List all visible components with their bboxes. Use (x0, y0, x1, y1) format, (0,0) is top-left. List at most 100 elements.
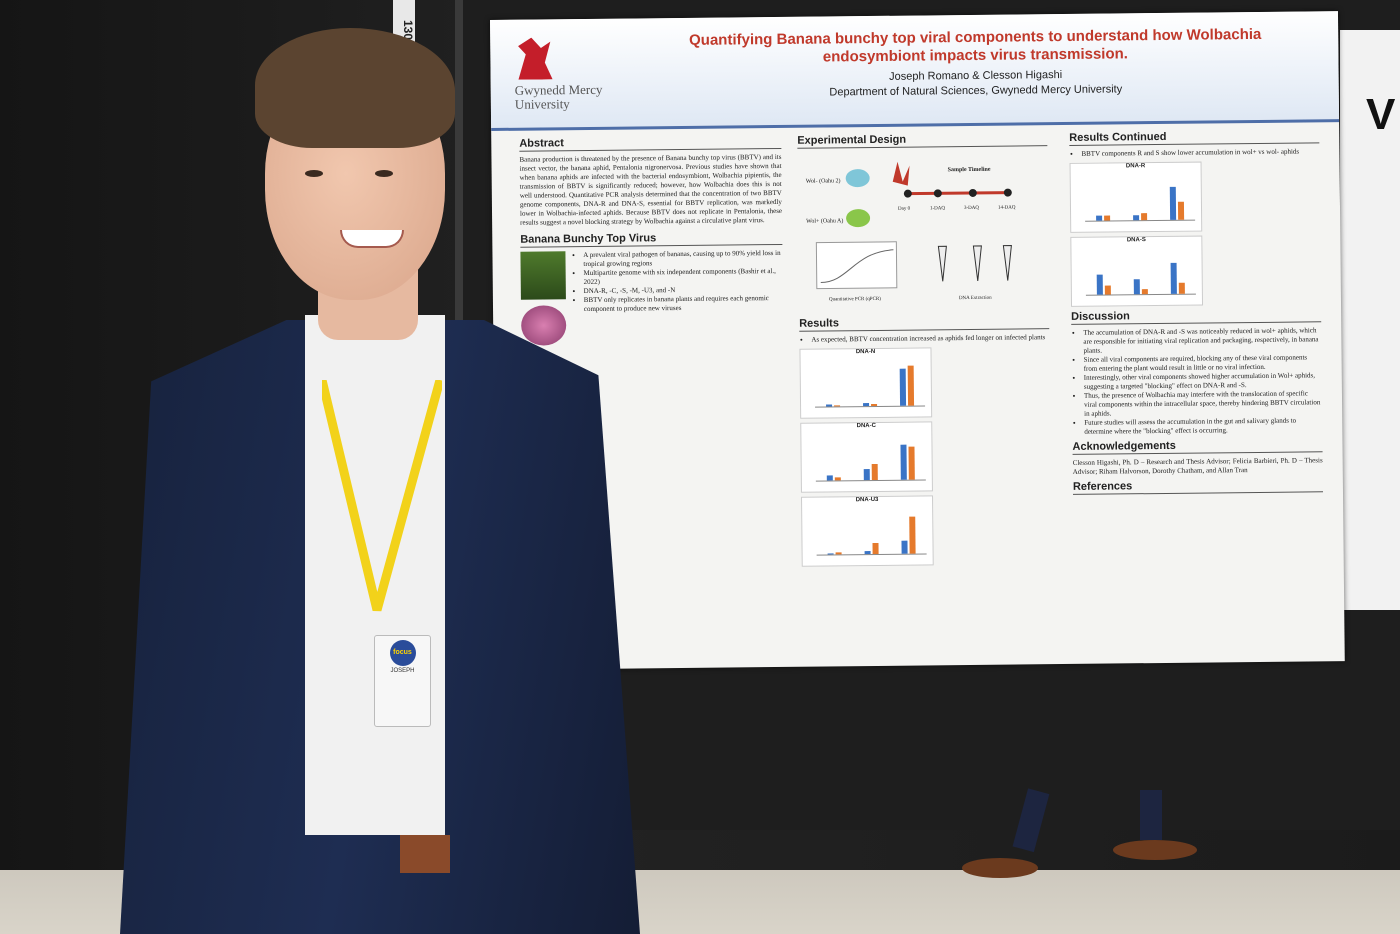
wol-minus-bar (863, 469, 870, 481)
timeline-dot (968, 188, 977, 197)
results-continued-bullet: BBTV components R and S show lower accum… (1081, 147, 1319, 158)
abstract-text: Banana production is threatened by the p… (519, 152, 783, 227)
results-charts: DNA-N DNA-C DNA-U3 (799, 346, 1051, 567)
wol-minus-bar (827, 474, 834, 481)
right-column: Results Continued BBTV components R and … (1069, 129, 1323, 499)
research-poster: Gwynedd Mercy University Quantifying Ban… (490, 11, 1345, 670)
wol-minus-bar (826, 404, 833, 407)
poster-title: Quantifying Banana bunchy top viral comp… (688, 25, 1262, 66)
wol-minus-bar (901, 540, 908, 554)
bar-group (900, 444, 915, 480)
qpcr-label: Quantitative PCR (qPCR) (829, 297, 881, 303)
sample-timeline-label: Sample Timeline (948, 167, 991, 173)
shoe-icon (962, 858, 1038, 878)
bar-chart-dna-s: DNA-S (1070, 235, 1204, 307)
results-continued-charts: DNA-R DNA-S (1069, 160, 1321, 307)
bar-group (826, 404, 841, 407)
university-logo: Gwynedd Mercy University (514, 37, 615, 118)
chart-title: DNA-U3 (855, 496, 879, 504)
day-0-label: Day 0 (898, 207, 911, 212)
extraction-label: DNA Extraction (959, 296, 992, 301)
bar-group (901, 517, 916, 554)
focus-logo-icon: focus (389, 640, 416, 666)
chart-title: DNA-C (856, 422, 876, 430)
wol-plus-bar (871, 404, 878, 407)
right-eye (375, 170, 393, 177)
bar-chart-dna-u3: DNA-U3 (801, 495, 934, 567)
middle-column: Experimental Design Wol- (Oahu 2) Wol+ (… (797, 132, 1052, 571)
bar-chart-dna-c: DNA-C (800, 421, 933, 493)
discussion-bullets: The accumulation of DNA-R and -S was not… (1083, 326, 1322, 436)
left-column: Abstract Banana production is threatened… (519, 134, 783, 346)
references-heading: References (1072, 478, 1323, 495)
wol-plus-bar (1141, 212, 1148, 221)
aphid-wol-plus-icon (846, 209, 871, 228)
bar-chart-dna-n: DNA-N (799, 347, 933, 419)
discussion-bullet: The accumulation of DNA-R and -S was not… (1083, 326, 1321, 355)
smile (340, 230, 404, 248)
leg (1012, 788, 1050, 853)
day-3-label: 3-DAQ (964, 206, 979, 211)
experimental-design-heading: Experimental Design (797, 132, 1048, 149)
chart-bars (816, 509, 927, 556)
chart-bars (814, 361, 926, 408)
wol-minus-bar (1096, 216, 1103, 221)
chart-title: DNA-R (1125, 163, 1146, 170)
aphid-wol-minus-icon (845, 169, 870, 188)
wol-plus-bar (908, 446, 915, 480)
wol-plus-bar (871, 463, 878, 481)
bar-group (1096, 215, 1111, 221)
wol-plus-bar (1177, 201, 1184, 220)
abstract-heading: Abstract (519, 134, 782, 152)
bar-group (827, 474, 842, 481)
bbtv-bullet: A prevalent viral pathogen of bananas, c… (583, 249, 782, 269)
hair (255, 28, 455, 148)
wol-plus-bar (908, 517, 916, 554)
wol-minus-bar (899, 369, 906, 406)
wol-plus-bar (1178, 282, 1185, 294)
discussion-bullet: Thus, the presence of Wolbachia may inte… (1084, 389, 1322, 418)
wol-minus-bar (1133, 279, 1140, 295)
side-poster-letter: V (1366, 90, 1396, 139)
lanyard-strap (322, 380, 442, 612)
qpcr-curve (820, 249, 894, 284)
bar-group (1170, 262, 1185, 294)
left-eye (305, 170, 323, 177)
tube-icon (937, 245, 947, 282)
poster-authors: Joseph Romano & Clesson Higashi Departme… (829, 69, 1123, 99)
bar-group (1133, 279, 1148, 295)
virus-particle-image (520, 305, 567, 346)
wol-plus-bar (835, 477, 842, 481)
bar-group (899, 365, 914, 406)
bar-group (863, 403, 878, 407)
banana-plant-photos (520, 251, 567, 346)
tube-icon (972, 245, 982, 281)
wol-minus-bar (1133, 214, 1140, 221)
wol-plus-bar (834, 405, 841, 407)
qpcr-plot (815, 241, 898, 290)
bbtv-heading: Banana Bunchy Top Virus (520, 230, 783, 248)
wol-minus-bar (1169, 186, 1176, 220)
wol-minus-label: Wol- (Oahu 2) (806, 177, 841, 184)
bbtv-bullet: Multipartite genome with six independent… (583, 267, 782, 287)
bar-chart-dna-r: DNA-R (1069, 161, 1203, 233)
bar-group (1133, 212, 1148, 221)
wol-minus-bar (1170, 262, 1177, 294)
chart-title: DNA-S (1126, 237, 1146, 244)
wol-plus-bar (872, 543, 879, 555)
results-heading: Results (799, 315, 1050, 332)
timeline-dot (903, 189, 912, 198)
chart-bars (815, 435, 926, 482)
belt (400, 835, 450, 873)
results-continued-heading: Results Continued (1069, 129, 1320, 146)
banana-plant-icon (892, 161, 910, 186)
griffin-logo-icon (514, 37, 552, 79)
discussion-heading: Discussion (1071, 308, 1322, 325)
passerby-legs (962, 788, 1197, 878)
yellow-lanyard (322, 380, 442, 612)
wol-minus-bar (827, 553, 834, 555)
bar-group (1169, 186, 1184, 220)
wol-minus-bar (863, 403, 870, 407)
badge-name: JOSEPH (390, 668, 415, 674)
wol-plus-bar (907, 365, 914, 406)
